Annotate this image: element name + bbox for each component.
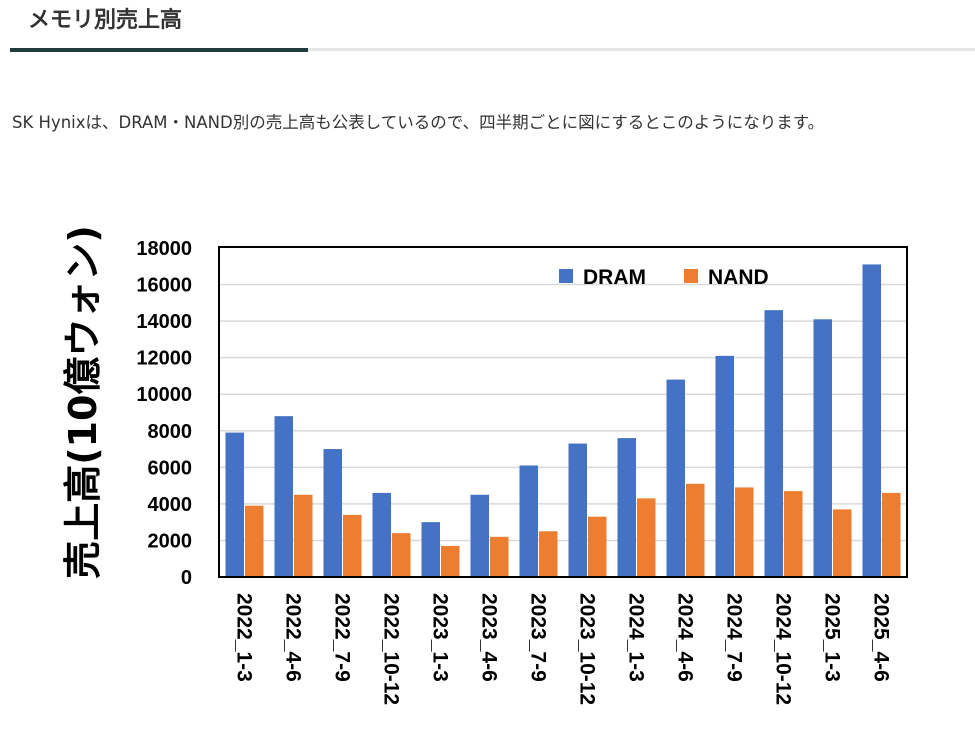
- x-tick-label: 2023_1-3: [429, 593, 452, 682]
- y-tick-label: 14000: [136, 311, 192, 333]
- x-tick-label: 2022_7-9: [331, 593, 354, 682]
- y-tick-label: 6000: [148, 457, 193, 479]
- bar-dram: [715, 355, 734, 577]
- bar-nand: [539, 531, 558, 577]
- bar-dram: [862, 264, 881, 577]
- x-tick-label: 2025_4-6: [870, 593, 893, 682]
- y-tick-label: 16000: [136, 275, 192, 297]
- bar-nand: [294, 494, 313, 577]
- bar-nand: [392, 533, 411, 577]
- bar-nand: [882, 492, 901, 577]
- section-header: メモリ別売上高: [0, 0, 975, 52]
- bar-dram: [225, 432, 244, 577]
- y-axis-label: 売上高(10億ウォン): [61, 225, 105, 579]
- y-tick-label: 0: [181, 567, 192, 589]
- bar-dram: [813, 319, 832, 577]
- x-tick-label: 2022_10-12: [380, 593, 403, 705]
- bar-dram: [470, 494, 489, 577]
- section-title: メモリ別売上高: [28, 8, 183, 33]
- bar-dram: [323, 449, 342, 577]
- y-tick-label: 10000: [136, 384, 192, 406]
- y-tick-label: 2000: [148, 530, 193, 552]
- bar-dram: [617, 438, 636, 577]
- intro-paragraph: SK Hynixは、DRAM・NAND別の売上高も公表しているので、四半期ごとに…: [12, 113, 825, 132]
- legend-swatch-nand: [684, 269, 698, 283]
- bar-nand: [441, 545, 460, 577]
- x-tick-label: 2023_4-6: [478, 593, 501, 682]
- y-tick-label: 4000: [148, 494, 193, 516]
- y-tick-label: 8000: [148, 421, 193, 443]
- bar-nand: [784, 491, 803, 577]
- bar-nand: [245, 505, 264, 577]
- bar-nand: [637, 498, 656, 577]
- bars: [225, 264, 901, 577]
- header-accent-bar: [10, 48, 308, 52]
- grid-lines: [220, 283, 906, 542]
- x-tick-label: 2024_10-12: [772, 593, 795, 705]
- y-tick-label: 12000: [136, 348, 192, 370]
- x-tick-label: 2024_7-9: [723, 593, 746, 682]
- x-tick-label: 2022_1-3: [233, 593, 256, 682]
- legend: DRAM NAND: [559, 266, 769, 289]
- bar-dram: [421, 522, 440, 577]
- bar-nand: [490, 536, 509, 577]
- x-tick-label: 2024_4-6: [674, 593, 697, 682]
- bar-dram: [666, 379, 685, 577]
- x-axis-ticks: 2022_1-3 2022_4-6 2022_7-9 2022_10-12 2023_1…: [233, 593, 893, 705]
- bar-dram: [372, 492, 391, 577]
- sales-by-memory-chart: 0 2000 4000 6000 8000 10000 12000 14000 16000 180…: [61, 225, 908, 705]
- bar-dram: [519, 465, 538, 577]
- bar-nand: [343, 514, 362, 577]
- legend-label-dram: DRAM: [583, 266, 646, 289]
- bar-dram: [274, 416, 293, 577]
- bar-nand: [833, 509, 852, 577]
- bar-dram: [568, 443, 587, 577]
- x-tick-label: 2023_7-9: [527, 593, 550, 682]
- bar-nand: [686, 483, 705, 577]
- x-tick-label: 2022_4-6: [282, 593, 305, 682]
- plot-frame: [218, 246, 908, 578]
- legend-swatch-dram: [559, 269, 573, 283]
- x-tick-label: 2023_10-12: [576, 593, 599, 705]
- bar-nand: [588, 516, 607, 577]
- x-tick-label: 2025_1-3: [821, 593, 844, 682]
- y-tick-label: 18000: [136, 238, 192, 260]
- header-divider: [10, 48, 975, 51]
- legend-label-nand: NAND: [708, 266, 769, 289]
- bar-dram: [764, 310, 783, 577]
- bar-nand: [735, 487, 754, 577]
- x-tick-label: 2024_1-3: [625, 593, 648, 682]
- y-axis-ticks: 0 2000 4000 6000 8000 10000 12000 14000 16000 180…: [136, 238, 192, 589]
